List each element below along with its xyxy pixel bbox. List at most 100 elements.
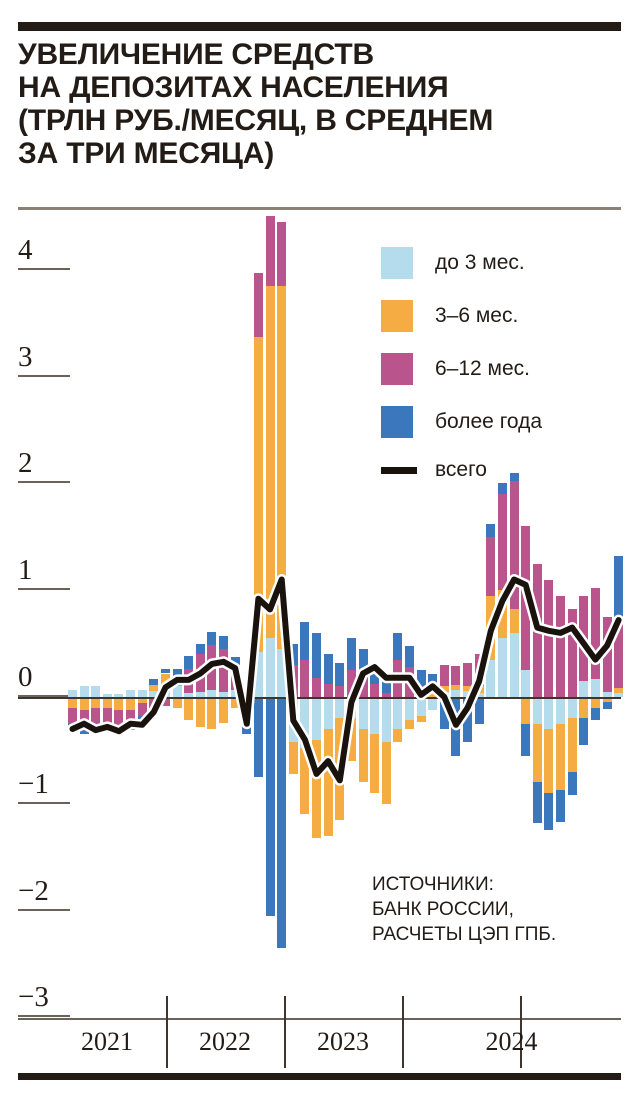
bar-column (219, 0, 229, 1095)
bar-segment (242, 686, 252, 691)
legend-item-label: 6–12 мес. (435, 356, 531, 380)
y-axis-tick-label: 3 (18, 340, 33, 373)
bar-segment (230, 668, 240, 690)
bar-segment (614, 622, 624, 689)
bar-segment (497, 638, 507, 697)
bar-segment (497, 590, 507, 639)
bar-segment (567, 609, 577, 697)
bar-segment (219, 697, 229, 723)
legend-line-marker (381, 466, 417, 474)
bar-segment (149, 685, 159, 691)
bar-segment (532, 723, 542, 783)
bar-segment (230, 689, 240, 697)
x-axis-year-label: 2024 (485, 1027, 538, 1056)
bar-segment (277, 221, 287, 286)
bar-segment (404, 697, 414, 721)
bar-segment (556, 723, 566, 790)
y-axis-tick-label: 0 (18, 661, 33, 693)
bar-segment (521, 697, 531, 724)
y-axis-tick-mark (18, 588, 70, 591)
bar-segment (451, 666, 461, 686)
bar-segment (160, 686, 170, 697)
y-axis-tick-label: −1 (18, 767, 49, 800)
bar-segment (312, 697, 322, 740)
x-axis-year-divider (284, 996, 286, 1068)
bar-segment (590, 588, 600, 679)
bar-segment (404, 645, 414, 668)
bar-segment (532, 782, 542, 824)
legend-item[interactable]: 6–12 мес. (381, 349, 631, 388)
bar-segment (126, 709, 136, 725)
legend-item[interactable]: 3–6 мес. (381, 296, 631, 335)
bar-segment (532, 563, 542, 697)
bar-segment (91, 723, 101, 731)
x-axis-year-divider (166, 996, 168, 1068)
bar-segment (370, 734, 380, 794)
bar-segment (602, 702, 612, 709)
y-axis-tick-label: −3 (18, 981, 49, 1014)
bar-segment (277, 648, 287, 697)
y-axis-tick: 0 (18, 653, 73, 697)
bar-segment (277, 697, 287, 948)
legend-item[interactable]: всего (381, 455, 631, 485)
y-axis-tick-mark (18, 374, 70, 377)
bar-segment (358, 729, 368, 783)
bar-segment (68, 707, 77, 724)
bar-segment (463, 697, 473, 742)
bar-column (184, 0, 194, 1095)
bar-segment (172, 669, 182, 676)
bar-segment (439, 664, 449, 687)
bar-column (114, 0, 124, 1095)
y-axis-tick: 1 (18, 546, 73, 591)
page-title: УВЕЛИЧЕНИЕ СРЕДСТВ НА ДЕПОЗИТАХ НАСЕЛЕНИ… (18, 38, 618, 170)
y-axis-tick-mark (18, 695, 70, 697)
source-line-2: БАНК РОССИИ, (372, 899, 514, 920)
bar-segment (195, 654, 205, 692)
bar-segment (393, 659, 403, 697)
bar-column (335, 0, 345, 1095)
bar-segment (497, 483, 507, 495)
bar-segment (579, 697, 589, 719)
bar-column (137, 0, 147, 1095)
bar-segment (219, 636, 229, 649)
bar-column (172, 0, 182, 1095)
bar-segment (312, 739, 322, 838)
bar-segment (416, 697, 426, 717)
bar-segment (614, 688, 624, 693)
bar-segment (137, 703, 147, 717)
bar-segment (544, 793, 554, 831)
bar-segment (242, 702, 252, 735)
legend-item[interactable]: до 3 мес. (381, 243, 631, 282)
bar-segment (172, 675, 182, 687)
bar-segment (79, 686, 89, 697)
x-axis-line (18, 1018, 621, 1020)
bar-segment (556, 789, 566, 822)
bar-segment (521, 526, 531, 671)
bar-segment (497, 494, 507, 591)
x-axis-year-label: 2023 (317, 1027, 369, 1056)
bar-segment (416, 670, 426, 687)
bar-segment (370, 664, 380, 685)
bar-segment (509, 609, 519, 633)
legend-item[interactable]: более года (381, 402, 631, 441)
source-note: ИСТОЧНИКИ: БАНК РОССИИ, РАСЧЕТЫ ЦЭП ГПБ. (372, 872, 632, 947)
bar-segment (579, 680, 589, 697)
bar-segment (474, 697, 484, 724)
bar-segment (509, 472, 519, 482)
bar-segment (451, 689, 461, 697)
y-axis-tick-mark (18, 1015, 70, 1018)
y-axis-tick-label: 2 (18, 447, 33, 480)
title-divider-rule (18, 207, 621, 210)
zero-baseline (18, 697, 621, 699)
bar-segment (323, 684, 333, 697)
bar-segment (544, 729, 554, 794)
legend-item-label: более года (435, 409, 543, 433)
y-axis-tick: 2 (18, 439, 73, 484)
y-axis-tick-mark (18, 801, 70, 804)
bar-segment (486, 523, 496, 537)
bar-segment (207, 631, 217, 645)
y-axis-tick-label: 4 (18, 233, 33, 266)
bar-segment (381, 697, 391, 742)
bar-column (242, 0, 252, 1095)
bar-segment (265, 285, 275, 639)
